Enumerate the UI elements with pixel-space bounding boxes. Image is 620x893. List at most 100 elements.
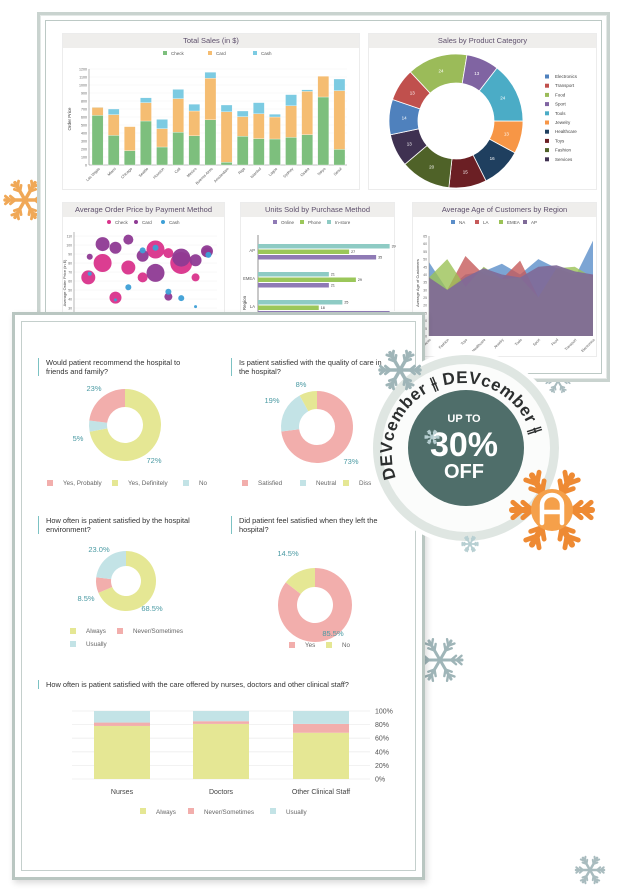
legend-label: Food bbox=[555, 92, 566, 97]
bubble bbox=[139, 247, 146, 254]
data-label: 21 bbox=[331, 273, 335, 277]
data-label-bg bbox=[356, 277, 365, 282]
bar bbox=[258, 249, 350, 254]
legend-label: EMEA bbox=[507, 220, 520, 225]
percent-label: 68.5% bbox=[141, 604, 163, 613]
legend-swatch bbox=[451, 220, 455, 224]
data-label: 27 bbox=[351, 250, 355, 254]
bubble bbox=[137, 272, 148, 283]
survey-charts: 72% 5% 23% Yes, Probably Yes, Definitely No 73… bbox=[47, 380, 393, 816]
x-tick-label: Cali bbox=[174, 167, 182, 175]
percent-label: 5% bbox=[73, 434, 84, 443]
chart-title: Total Sales (in $) bbox=[63, 34, 359, 48]
y-tick-label: 500 bbox=[81, 124, 87, 128]
bubble bbox=[194, 305, 198, 309]
badge-center bbox=[408, 390, 524, 506]
legend-swatch bbox=[545, 148, 549, 153]
bar-segment bbox=[236, 110, 249, 117]
y-tick-label: 0 bbox=[85, 164, 87, 168]
x-tick-label: Sydney bbox=[282, 167, 294, 179]
bubble bbox=[123, 234, 134, 245]
legend-swatch bbox=[327, 220, 331, 224]
y-tick-label: 40 bbox=[68, 298, 72, 302]
x-tick-label: Food bbox=[551, 338, 560, 347]
legend-swatch bbox=[475, 220, 479, 224]
slice-label: 13 bbox=[410, 90, 416, 95]
legend-label: Tools bbox=[555, 111, 566, 116]
percent-label: 19% bbox=[264, 396, 279, 405]
y-tick-label: AP bbox=[249, 248, 255, 253]
y-tick-label: EMEA bbox=[243, 276, 255, 281]
promo-off: OFF bbox=[444, 461, 484, 483]
y-tick-label: 55 bbox=[423, 250, 427, 254]
legend-label: Check bbox=[171, 51, 185, 56]
y-axis-title: Region bbox=[242, 295, 247, 310]
bar-segment bbox=[193, 711, 249, 722]
bar-segment bbox=[172, 89, 184, 99]
legend-swatch bbox=[545, 138, 549, 143]
y-tick-label: 700 bbox=[81, 108, 87, 112]
legend-swatch bbox=[523, 220, 527, 224]
y-axis-title: Average Order Price (in $) bbox=[62, 259, 67, 306]
legend-label: Cash bbox=[169, 220, 180, 225]
legend-label: Cash bbox=[261, 51, 272, 56]
question-environment: How often is patient satisfied by the ho… bbox=[38, 516, 198, 534]
y-tick-label: 30 bbox=[423, 288, 427, 292]
x-tick-label: Riga bbox=[238, 166, 247, 175]
percent-label: 23.0% bbox=[88, 545, 110, 554]
y-tick-label: 60 bbox=[68, 280, 72, 284]
donut-slice bbox=[281, 395, 309, 432]
legend-swatch bbox=[117, 628, 123, 634]
legend-label: Yes, Definitely bbox=[128, 480, 169, 487]
legend-swatch bbox=[545, 83, 549, 88]
y-tick-label: 5 bbox=[425, 327, 427, 331]
data-label: 25 bbox=[344, 301, 348, 305]
y-tick-label: 1100 bbox=[79, 76, 87, 80]
bubble bbox=[87, 271, 92, 276]
y-tick-label: 40 bbox=[423, 273, 427, 277]
legend-marker bbox=[161, 220, 165, 224]
legend-label: Check bbox=[115, 220, 129, 225]
legend-label: Always bbox=[86, 628, 106, 635]
legend-swatch bbox=[545, 120, 549, 125]
bar-segment bbox=[204, 72, 217, 79]
x-tick-label: Jewelry bbox=[493, 338, 505, 350]
x-tick-label: Doctors bbox=[209, 789, 234, 796]
y-tick-label: 90 bbox=[68, 253, 72, 257]
snowflake-icon bbox=[378, 349, 422, 391]
legend-label: Toys bbox=[555, 138, 565, 143]
data-label: 29 bbox=[358, 278, 362, 282]
y-tick-label: 300 bbox=[81, 140, 87, 144]
bar bbox=[258, 272, 329, 277]
legend-swatch bbox=[545, 74, 549, 79]
percent-label: 8.5% bbox=[77, 594, 94, 603]
percent-label: 72% bbox=[146, 456, 161, 465]
data-label: 18 bbox=[321, 306, 325, 310]
legend-swatch bbox=[545, 92, 549, 97]
slice-label: 16 bbox=[490, 156, 496, 161]
promo-up-to: UP TO bbox=[447, 413, 481, 425]
bubble bbox=[146, 263, 165, 282]
bubble bbox=[164, 292, 173, 301]
bar-segment bbox=[253, 102, 265, 114]
y-tick-label: 1000 bbox=[79, 84, 87, 88]
chart-canvas: Online Phone In-store Region AP 39 27 35 EMEA 21 2… bbox=[242, 220, 399, 333]
legend-swatch bbox=[545, 102, 549, 107]
bar-segment bbox=[107, 108, 120, 115]
units-sold-chart: Units Sold by Purchase Method Online Phone… bbox=[240, 202, 399, 333]
bubble bbox=[165, 288, 172, 295]
bubble bbox=[86, 253, 93, 260]
legend-swatch bbox=[545, 111, 549, 116]
y-tick-label: 70 bbox=[68, 271, 72, 275]
percent-label: 8% bbox=[296, 380, 307, 389]
bar-segment bbox=[156, 119, 168, 129]
bar-segment bbox=[94, 722, 150, 726]
bubble bbox=[163, 248, 174, 259]
legend-label: Healthcare bbox=[555, 129, 577, 134]
chart-canvas: Check Card Cash 0 100 200 300 400 500 600 700 800 90… bbox=[67, 51, 347, 186]
legend-swatch bbox=[70, 641, 76, 647]
legend-label: Card bbox=[216, 51, 226, 56]
legend-swatch bbox=[208, 51, 212, 55]
legend-swatch bbox=[545, 129, 549, 134]
